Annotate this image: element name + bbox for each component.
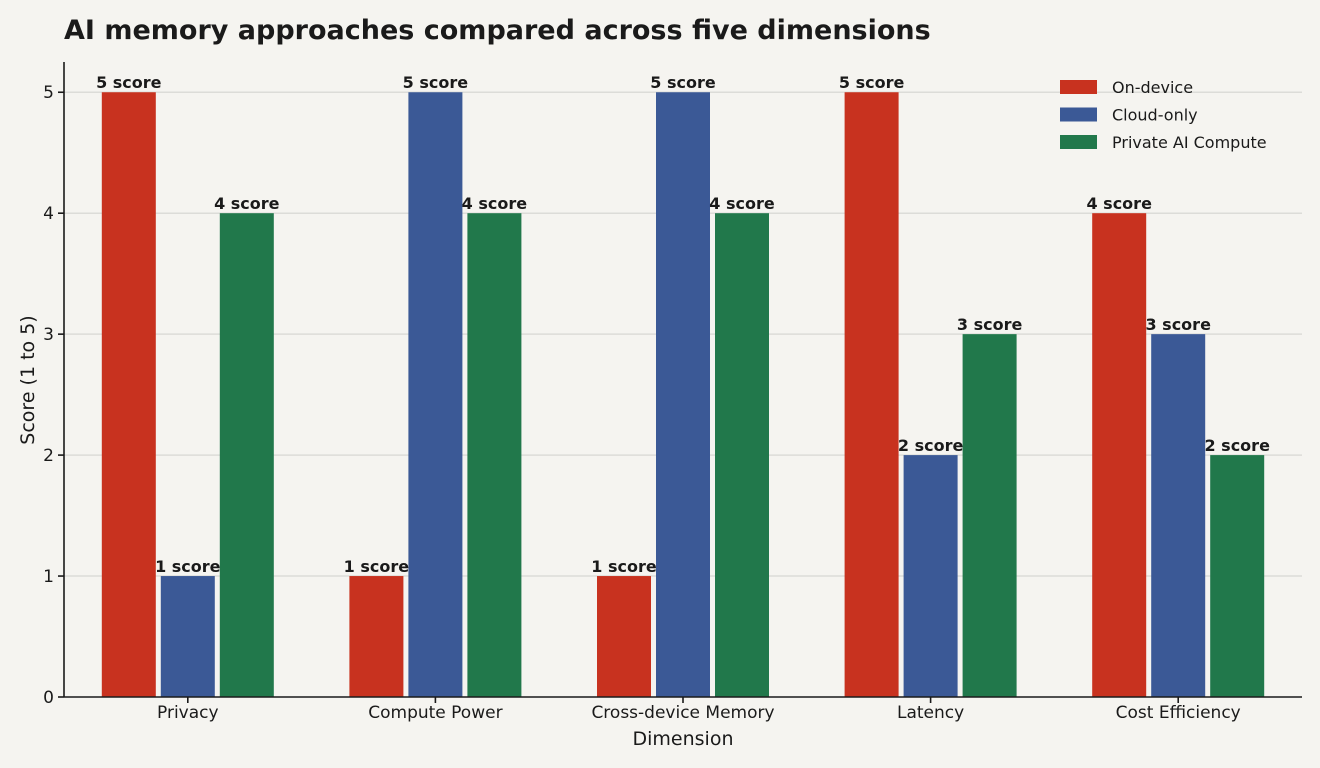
data-label: 1 score xyxy=(344,557,410,576)
legend-label: Cloud-only xyxy=(1112,106,1198,125)
x-axis-title: Dimension xyxy=(633,728,734,750)
y-tick-label: 3 xyxy=(43,325,54,345)
x-tick-label: Cost Efficiency xyxy=(1116,703,1241,723)
data-label: 5 score xyxy=(403,73,469,92)
bar-on-device-privacy xyxy=(101,92,156,697)
bar-cloud-only-cross-device-memory xyxy=(656,92,710,697)
axes: 0 1 2 3 4 5 Privacy Compute Power Cross-device M… xyxy=(43,62,1302,723)
x-tick-label: Privacy xyxy=(157,703,219,723)
y-tick-label: 5 xyxy=(43,83,54,103)
y-tick-label: 0 xyxy=(43,688,54,708)
bar-cloud-only-latency xyxy=(903,455,958,697)
data-label: 3 score xyxy=(957,315,1023,334)
data-label: 1 score xyxy=(155,557,221,576)
y-tick-label: 2 xyxy=(43,446,54,466)
data-label: 2 score xyxy=(898,436,964,455)
chart-title: AI memory approaches compared across fiv… xyxy=(64,15,931,46)
bar-cloud-only-privacy xyxy=(160,576,215,697)
data-label: 3 score xyxy=(1145,315,1211,334)
bar-cloud-only-compute-power xyxy=(408,92,463,697)
y-tick-label: 1 xyxy=(43,567,54,587)
bar-private-ai-compute-compute-power xyxy=(467,213,522,697)
bar-private-ai-compute-cost-efficiency xyxy=(1210,455,1265,697)
data-label: 4 score xyxy=(214,194,280,213)
bar-private-ai-compute-cross-device-memory xyxy=(715,213,769,697)
y-tick-label: 4 xyxy=(43,204,54,224)
x-tick-label: Latency xyxy=(897,703,964,723)
legend-label: Private AI Compute xyxy=(1112,133,1267,152)
data-labels: 5 score 1 score 4 score 1 score 5 score 4 sco… xyxy=(96,73,1270,576)
bars xyxy=(101,92,1265,697)
data-label: 5 score xyxy=(96,73,162,92)
data-label: 4 score xyxy=(462,194,528,213)
legend-swatch xyxy=(1060,135,1097,149)
bar-on-device-latency xyxy=(844,92,899,697)
x-tick-label: Compute Power xyxy=(368,703,502,723)
data-label: 4 score xyxy=(709,194,775,213)
legend: On-device Cloud-only Private AI Compute xyxy=(1060,78,1267,152)
y-axis-title: Score (1 to 5) xyxy=(17,315,39,444)
legend-swatch xyxy=(1060,80,1097,94)
data-label: 2 score xyxy=(1204,436,1270,455)
bar-private-ai-compute-privacy xyxy=(219,213,274,697)
data-label: 1 score xyxy=(591,557,657,576)
legend-label: On-device xyxy=(1112,78,1193,97)
bar-cloud-only-cost-efficiency xyxy=(1151,334,1206,697)
bar-on-device-cost-efficiency xyxy=(1092,213,1147,697)
legend-swatch xyxy=(1060,107,1097,122)
data-label: 4 score xyxy=(1086,194,1152,213)
x-tick-label: Cross-device Memory xyxy=(591,703,774,723)
bar-on-device-compute-power xyxy=(349,576,404,697)
data-label: 5 score xyxy=(650,73,716,92)
bar-on-device-cross-device-memory xyxy=(597,576,651,697)
bar-private-ai-compute-latency xyxy=(962,334,1017,697)
data-label: 5 score xyxy=(839,73,905,92)
